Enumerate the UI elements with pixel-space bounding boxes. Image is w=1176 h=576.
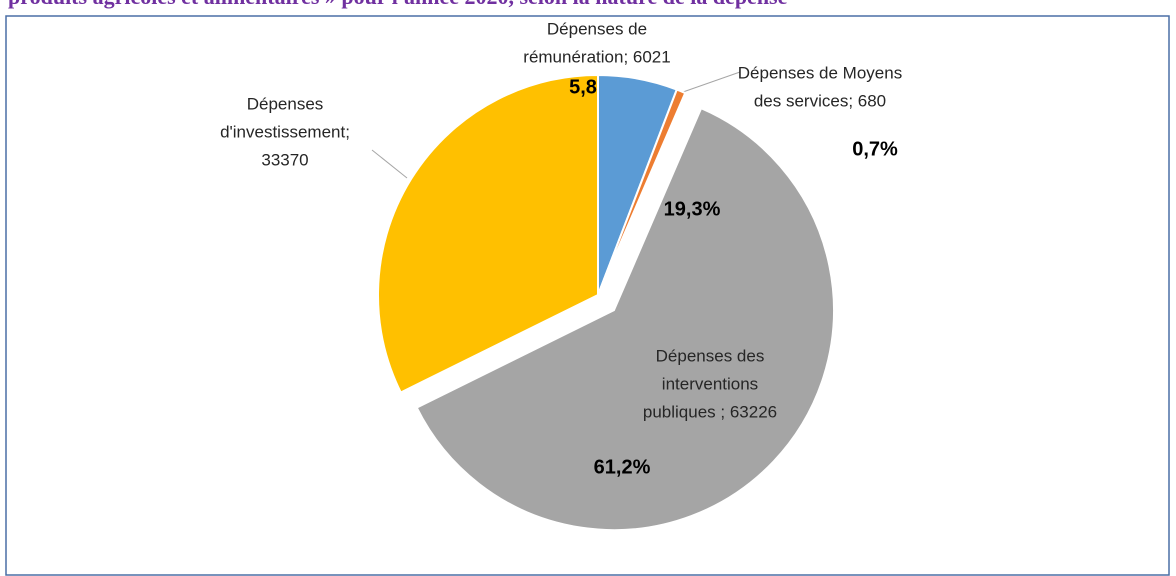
pie-slice [377, 73, 599, 394]
percent-label: 61,2% [594, 456, 651, 478]
data-label: des services; 680 [754, 91, 886, 110]
data-label: interventions [662, 374, 758, 393]
pie-slice [415, 106, 835, 532]
data-label: d'investissement; [220, 122, 350, 141]
data-label: rémunération; 6021 [523, 47, 670, 66]
data-label: Dépenses des [656, 346, 765, 365]
data-label: Dépenses de Moyens [738, 63, 902, 82]
leader-line [682, 71, 741, 93]
data-label: Dépenses [247, 94, 324, 113]
data-label: publiques ; 63226 [643, 402, 777, 421]
frame [5, 15, 1170, 576]
data-label: Dépenses de [547, 19, 647, 38]
percent-label: 0,7% [852, 138, 898, 160]
chart-title: produits agricoles et alimentaires » pou… [8, 0, 788, 9]
data-label: 33370 [261, 150, 308, 169]
leader-line [371, 149, 408, 179]
pie-slice [597, 88, 687, 296]
percent-label: 5,8 [569, 76, 597, 98]
percent-label: 19,3% [664, 198, 721, 220]
